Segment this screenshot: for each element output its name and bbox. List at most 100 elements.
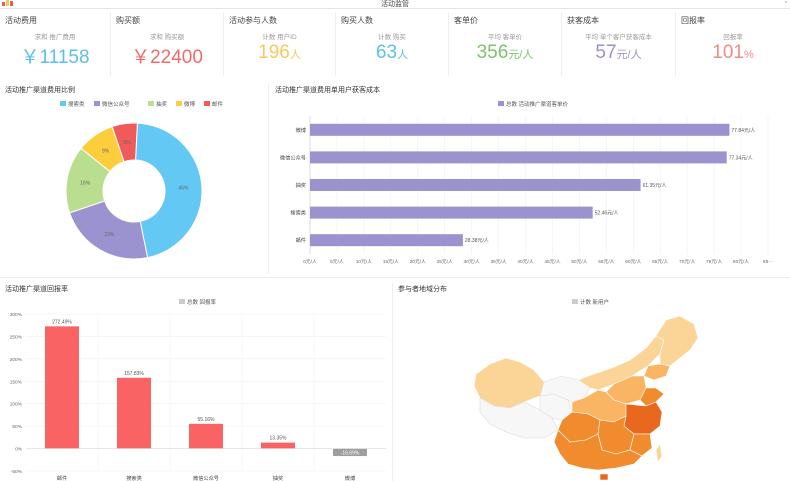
cost-per-user-bar-chart: 总数 活动推广渠道客单价 0元/人 5元/人 10元/人 15元/人 20元/人 25元/人…: [280, 100, 773, 265]
pie-slice-label: 9%: [102, 148, 110, 154]
kpi-card: 回报率 回报率 101%: [676, 12, 790, 76]
map-region-fujian[interactable]: [629, 433, 653, 457]
map-region-northeast[interactable]: [655, 315, 699, 367]
x-tick-label: 5元/人: [330, 259, 344, 265]
kpi-value: 101%: [676, 42, 790, 64]
column-legend-item[interactable]: 总数 回报率: [179, 298, 217, 306]
legend-swatch: [60, 101, 66, 106]
kpi-row: 活动费用 求和 推广费用 ￥11158 购买额 求和 购买额 ￥22400 活动参与人数 计数…: [0, 12, 790, 80]
pie-legend-item[interactable]: 抽奖: [148, 100, 168, 108]
kpi-title: 活动费用: [5, 16, 37, 25]
column-value-label: 157.83%: [124, 371, 144, 377]
x-tick-label: 20元/人: [410, 259, 426, 265]
column-bar[interactable]: [117, 377, 151, 449]
bar[interactable]: [310, 234, 463, 247]
kpi-subtitle: 计数 购买: [378, 34, 406, 41]
top-bar: 活动监管 ▫: [0, 0, 790, 9]
map-region-hainan[interactable]: [599, 473, 609, 481]
kpi-unit: 元/人: [616, 49, 642, 61]
panel-divider: [268, 84, 269, 274]
legend-label: 搜索类: [68, 100, 85, 108]
map-region-liaoning[interactable]: [643, 363, 671, 381]
x-tick-label: 80元/人: [733, 259, 749, 265]
x-category-label: 搜索类: [126, 474, 142, 481]
x-tick-label: 40元/人: [517, 259, 533, 265]
panel-divider: [392, 282, 393, 481]
kpi-unit: %: [743, 49, 754, 61]
kpi-title: 回报率: [681, 16, 705, 25]
kpi-unit: 人: [289, 49, 301, 61]
map-region-southwest[interactable]: [553, 429, 643, 471]
pie-slice[interactable]: [68, 200, 149, 260]
column-bar[interactable]: [45, 326, 79, 449]
pie-legend-item[interactable]: 搜索类: [60, 100, 85, 108]
pie-slice[interactable]: [111, 122, 138, 163]
y-category-label: 微博: [296, 126, 306, 134]
legend-label: 邮件: [212, 100, 224, 108]
kpi-value: 63人: [336, 42, 448, 64]
bar-panel-title: 活动推广渠道费用单用户获客成本: [275, 87, 380, 94]
y-tick-label: 50%: [12, 424, 22, 430]
page-title: 活动监管: [381, 1, 409, 8]
legend-swatch: [179, 299, 185, 304]
kpi-subtitle: 平均 客单价: [487, 34, 523, 41]
map-legend-item[interactable]: 计数 新用户: [572, 298, 609, 306]
x-tick-label: 75元/人: [706, 259, 722, 265]
bar-legend-item[interactable]: 总数 活动推广渠道客单价: [498, 100, 569, 108]
bar[interactable]: [310, 179, 641, 191]
pie-slice-label: 46%: [178, 185, 189, 191]
channel-cost-pie-chart: 搜索类 微信公众号 抽奖 微博 邮件 46% 23% 16% 9% 6%: [60, 100, 224, 260]
map-region-taiwan[interactable]: [655, 443, 663, 463]
kpi-value: ￥11158: [0, 42, 110, 69]
legend-swatch: [176, 101, 182, 106]
pie-slice[interactable]: [135, 122, 203, 259]
map-panel-title: 参与者地域分布: [398, 286, 447, 293]
pie-legend-item[interactable]: 邮件: [204, 100, 224, 108]
legend-swatch: [204, 101, 210, 106]
y-tick-label: 100%: [10, 402, 23, 408]
region-distribution-map: 计数 新用户: [473, 298, 699, 481]
column-value-label: 272.49%: [52, 319, 72, 325]
pie-legend-item[interactable]: 微博: [176, 100, 196, 108]
column-bar[interactable]: [333, 448, 367, 457]
x-tick-label: 50元/人: [571, 259, 587, 265]
bar-value-label: 77.34元/人: [729, 155, 753, 161]
bar-value-label: 77.84元/人: [731, 128, 755, 134]
y-tick-label: 0%: [15, 447, 23, 453]
kpi-value: 196人: [224, 42, 335, 64]
kpi-number: 101: [712, 42, 744, 63]
y-category-label: 邮件: [296, 236, 306, 244]
bar[interactable]: [310, 123, 730, 136]
bar-value-label: 61.35元/人: [643, 183, 667, 189]
kpi-card: 活动费用 求和 推广费用 ￥11158: [0, 12, 111, 76]
map-region-east-china[interactable]: [623, 401, 663, 435]
legend-label: 总数 回报率: [187, 298, 217, 306]
kpi-number: 57: [595, 42, 617, 63]
pie-slice-label: 16%: [80, 180, 91, 186]
pie-legend-item[interactable]: 微信公众号: [94, 100, 130, 108]
kpi-number: 63: [375, 42, 398, 63]
column-bar[interactable]: [261, 442, 295, 449]
legend-swatch: [148, 101, 154, 106]
x-tick-label: 60元/人: [625, 259, 641, 265]
legend-label: 计数 新用户: [580, 298, 609, 306]
x-category-label: 邮件: [57, 474, 67, 481]
pie-slice-label: 6%: [124, 140, 132, 146]
x-tick-label: 55元/人: [598, 259, 614, 265]
column-panel-title: 活动推广渠道回报率: [5, 286, 68, 293]
kpi-unit: 人: [397, 49, 409, 61]
x-category-label: 微信公众号: [193, 474, 219, 481]
app-logo: [2, 0, 16, 6]
y-category-label: 抽奖: [296, 181, 306, 189]
window-corner-icon[interactable]: ▫: [784, 0, 787, 6]
bar[interactable]: [310, 206, 593, 219]
bar[interactable]: [310, 151, 727, 164]
x-tick-label: 70元/人: [679, 259, 695, 265]
legend-swatch: [498, 101, 504, 106]
column-value-label: 13.35%: [270, 436, 288, 442]
column-bar[interactable]: [189, 423, 223, 449]
kpi-number: 22400: [150, 47, 203, 68]
kpi-title: 购买额: [116, 16, 140, 25]
bar-value-label: 28.38元/人: [465, 238, 489, 244]
kpi-card: 获客成本 平均 单个客户获客成本 57元/人: [562, 12, 676, 76]
